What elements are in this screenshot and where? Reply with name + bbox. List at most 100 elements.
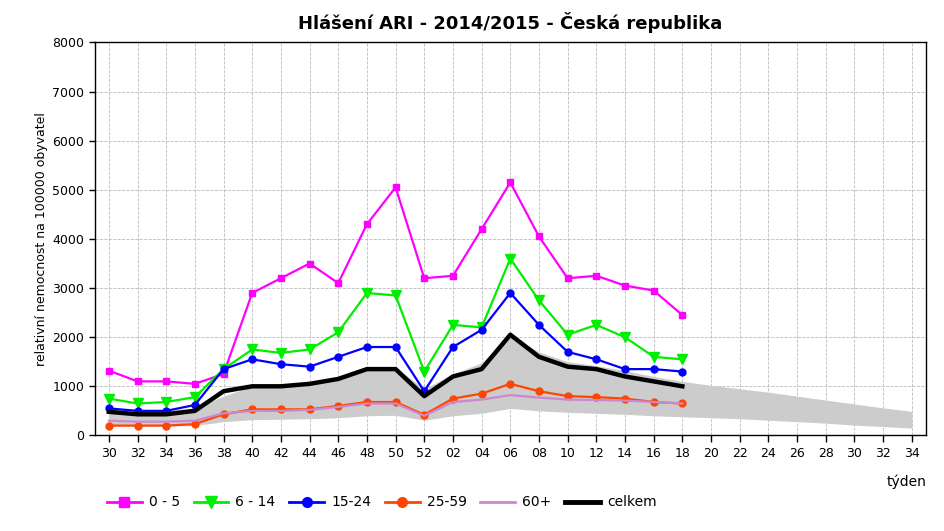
15-24 <box>562 349 573 355</box>
0 - 5 <box>246 290 258 296</box>
25-59 <box>390 399 401 405</box>
0 - 5 <box>361 221 372 227</box>
15-24 <box>246 356 258 363</box>
60+ <box>504 392 515 398</box>
60+ <box>447 399 458 405</box>
Text: týden: týden <box>885 475 925 489</box>
25-59 <box>132 423 143 429</box>
Line: celkem: celkem <box>109 335 682 414</box>
25-59 <box>304 406 315 413</box>
60+ <box>418 413 430 419</box>
15-24 <box>132 408 143 414</box>
celkem <box>132 411 143 417</box>
celkem <box>390 366 401 372</box>
0 - 5 <box>648 287 659 294</box>
Line: 0 - 5: 0 - 5 <box>105 179 685 387</box>
6 - 14 <box>618 334 630 340</box>
0 - 5 <box>160 378 172 384</box>
6 - 14 <box>590 322 601 328</box>
celkem <box>103 409 114 415</box>
celkem <box>447 373 458 380</box>
15-24 <box>218 366 229 372</box>
60+ <box>246 408 258 414</box>
6 - 14 <box>218 366 229 372</box>
celkem <box>361 366 372 372</box>
6 - 14 <box>361 290 372 296</box>
25-59 <box>618 396 630 402</box>
Legend: 0 - 5, 6 - 14, 15-24, 25-59, 60+, celkem: 0 - 5, 6 - 14, 15-24, 25-59, 60+, celkem <box>101 490 662 515</box>
15-24 <box>189 402 200 408</box>
celkem <box>418 393 430 399</box>
15-24 <box>390 344 401 350</box>
celkem <box>504 331 515 338</box>
25-59 <box>562 393 573 399</box>
celkem <box>304 381 315 387</box>
15-24 <box>476 327 487 333</box>
60+ <box>132 418 143 425</box>
15-24 <box>648 366 659 372</box>
25-59 <box>218 411 229 417</box>
0 - 5 <box>532 233 544 239</box>
0 - 5 <box>590 272 601 279</box>
6 - 14 <box>304 346 315 353</box>
60+ <box>361 400 372 407</box>
60+ <box>160 418 172 425</box>
6 - 14 <box>332 329 344 336</box>
15-24 <box>160 408 172 414</box>
15-24 <box>275 361 286 367</box>
6 - 14 <box>447 322 458 328</box>
celkem <box>476 366 487 372</box>
25-59 <box>447 396 458 402</box>
0 - 5 <box>390 184 401 191</box>
0 - 5 <box>218 371 229 377</box>
60+ <box>304 407 315 413</box>
60+ <box>676 400 687 407</box>
celkem <box>648 378 659 384</box>
25-59 <box>103 423 114 429</box>
15-24 <box>361 344 372 350</box>
60+ <box>390 400 401 407</box>
60+ <box>218 410 229 416</box>
60+ <box>648 399 659 405</box>
60+ <box>332 404 344 410</box>
Line: 60+: 60+ <box>109 395 682 422</box>
25-59 <box>676 400 687 407</box>
6 - 14 <box>532 297 544 304</box>
15-24 <box>504 290 515 296</box>
6 - 14 <box>504 255 515 262</box>
6 - 14 <box>160 399 172 405</box>
celkem <box>590 366 601 372</box>
0 - 5 <box>504 179 515 186</box>
25-59 <box>189 421 200 427</box>
25-59 <box>532 388 544 395</box>
6 - 14 <box>246 346 258 353</box>
25-59 <box>590 394 601 400</box>
60+ <box>476 396 487 402</box>
6 - 14 <box>132 400 143 407</box>
0 - 5 <box>676 312 687 318</box>
15-24 <box>332 354 344 360</box>
6 - 14 <box>476 324 487 330</box>
0 - 5 <box>618 282 630 289</box>
Y-axis label: relativní nemocnost na 100000 obyvatel: relativní nemocnost na 100000 obyvatel <box>35 112 48 366</box>
25-59 <box>418 412 430 418</box>
Line: 6 - 14: 6 - 14 <box>104 254 686 408</box>
6 - 14 <box>275 350 286 356</box>
15-24 <box>532 322 544 328</box>
60+ <box>562 396 573 402</box>
celkem <box>246 383 258 390</box>
25-59 <box>246 406 258 413</box>
60+ <box>275 408 286 414</box>
celkem <box>676 383 687 390</box>
0 - 5 <box>332 280 344 286</box>
0 - 5 <box>476 226 487 233</box>
0 - 5 <box>275 275 286 281</box>
60+ <box>532 395 544 401</box>
6 - 14 <box>648 354 659 360</box>
0 - 5 <box>562 275 573 281</box>
60+ <box>618 397 630 404</box>
15-24 <box>618 366 630 372</box>
60+ <box>189 417 200 424</box>
0 - 5 <box>447 272 458 279</box>
celkem <box>532 354 544 360</box>
